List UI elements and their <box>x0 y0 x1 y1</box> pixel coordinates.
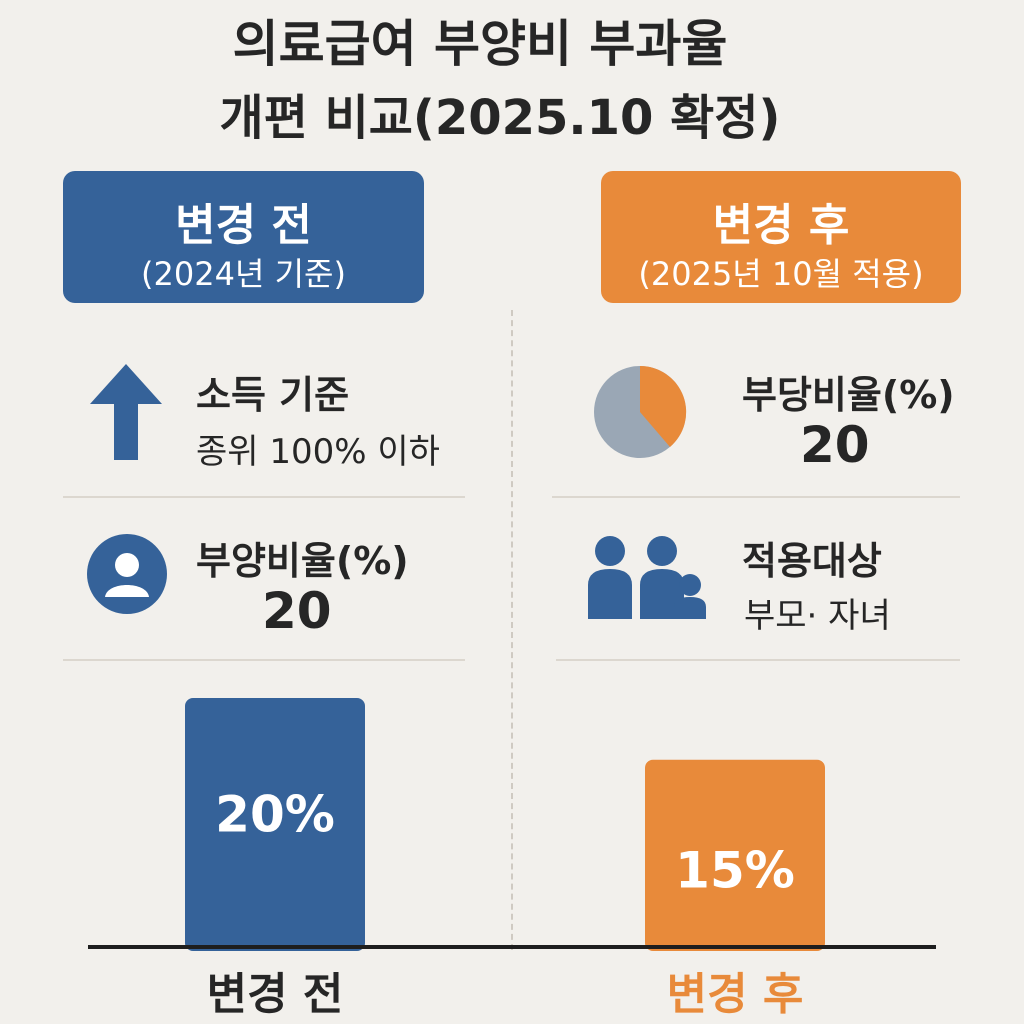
before-item-2-value: 20 <box>262 582 332 640</box>
title-line-2: 개편 비교(2025.10 확정) <box>219 90 781 146</box>
x-axis-line <box>88 945 936 949</box>
x-tick-label-before: 변경 전 <box>206 969 344 1020</box>
after-item-1-value: 20 <box>800 416 870 474</box>
pie-chart-icon <box>594 365 687 458</box>
person-circle-icon <box>87 534 167 614</box>
after-separator-1 <box>552 496 960 498</box>
bar-value-label-after: 15% <box>675 841 795 899</box>
before-item-2-label: 부양비율(%) <box>196 539 409 583</box>
column-divider <box>511 310 513 950</box>
before-header: 변경 전 (2024년 기준) <box>63 171 424 303</box>
bar-after <box>645 759 825 951</box>
before-separator-2 <box>63 659 465 661</box>
before-subheading: (2024년 기준) <box>141 255 346 293</box>
x-tick-label-after: 변경 후 <box>666 969 804 1020</box>
before-separator-1 <box>63 496 465 498</box>
after-subheading: (2025년 10월 적용) <box>638 255 924 293</box>
after-separator-2 <box>556 659 960 661</box>
after-item-1-label: 부당비율(%) <box>742 373 955 417</box>
before-item-1-label: 소득 기준 <box>196 373 350 417</box>
after-item-2-label: 적용대상 <box>742 539 882 583</box>
after-heading: 변경 후 <box>712 200 850 251</box>
before-heading: 변경 전 <box>175 200 312 251</box>
arrow-up-icon <box>90 364 162 460</box>
after-header: 변경 후 (2025년 10월 적용) <box>601 171 961 303</box>
title-line-1: 의료급여 부양비 부과율 <box>232 15 728 73</box>
bar-value-label-before: 20% <box>215 786 335 844</box>
bar-before <box>185 698 365 951</box>
family-icon <box>588 536 706 619</box>
after-item-2-value: 부모· 자녀 <box>744 596 891 636</box>
before-item-1-value: 종위 100% 이하 <box>196 432 440 472</box>
